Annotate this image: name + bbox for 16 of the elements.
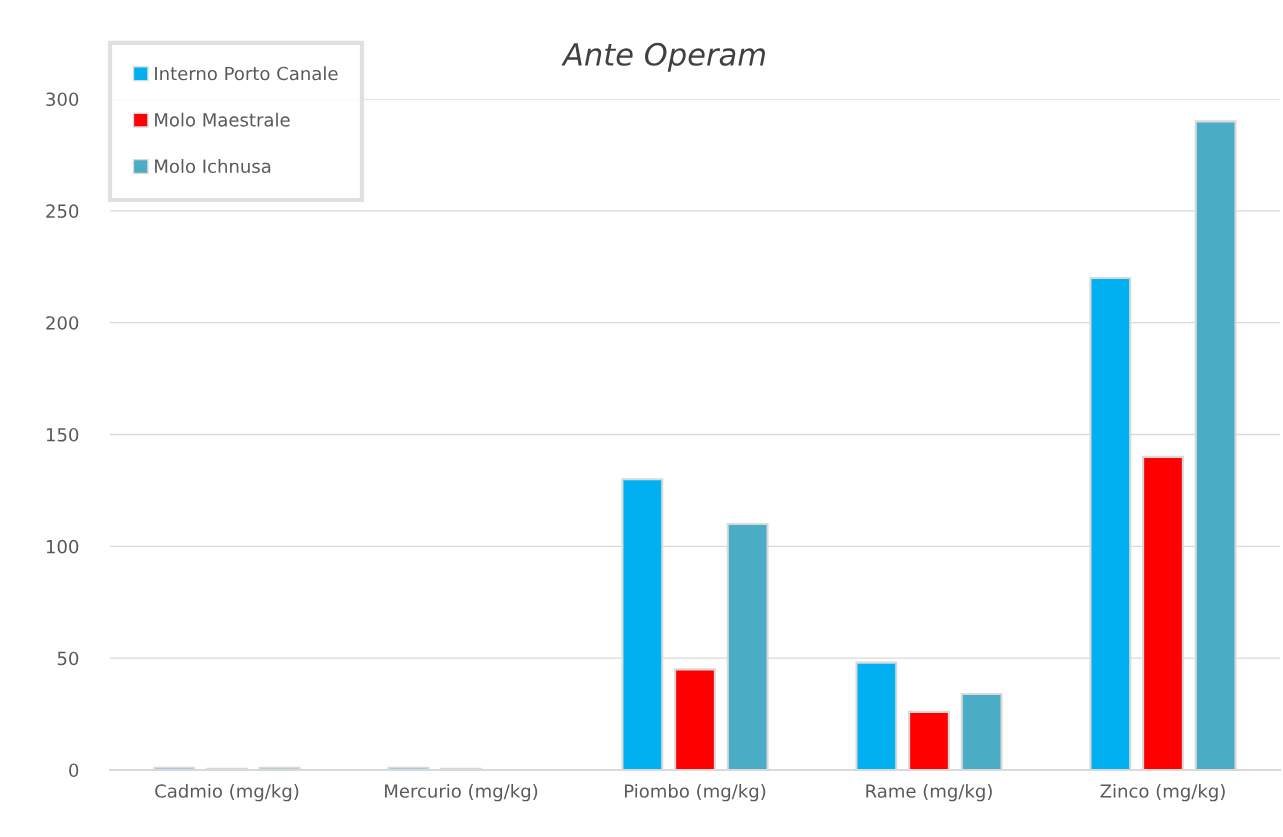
legend-label: Molo Ichnusa [155, 159, 271, 174]
y-tick-label: 300 [46, 92, 79, 107]
y-tick-label: 50 [57, 651, 79, 666]
legend-label: Interno Porto Canale [155, 66, 338, 81]
x-tick-label: Rame (mg/kg) [866, 783, 992, 802]
y-tick-label: 200 [46, 316, 79, 330]
x-tick-label: Mercurio (mg/kg) [385, 783, 538, 802]
y-tick-label: 250 [46, 204, 79, 218]
y-tick-label: 0 [69, 763, 79, 778]
x-tick-label: Cadmio (mg/kg) [155, 783, 299, 802]
x-tick-label: Zinco (mg/kg) [1100, 783, 1225, 802]
legend-label: Molo Maestrale [155, 112, 290, 127]
y-tick-label: 100 [46, 539, 79, 554]
chart-title: Ante Operam [561, 42, 765, 72]
y-tick-label: 150 [46, 427, 79, 442]
x-tick-label: Piombo (mg/kg) [625, 783, 766, 802]
